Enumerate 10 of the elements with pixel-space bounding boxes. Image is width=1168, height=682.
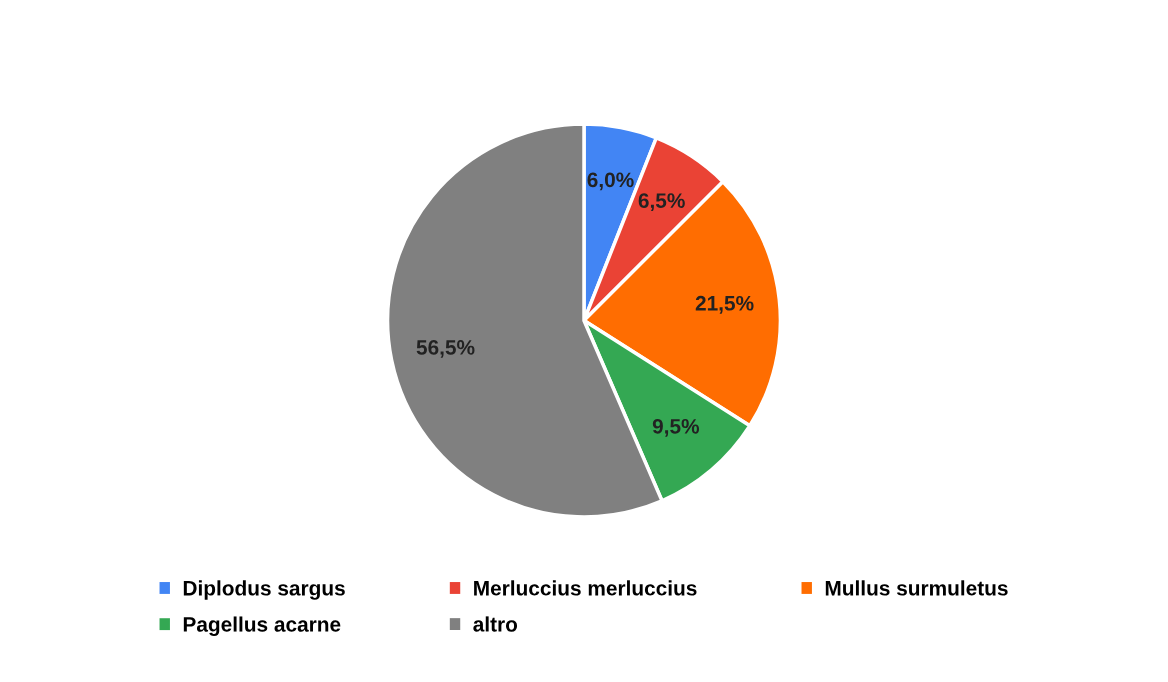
legend-label: Mullus surmuletus	[825, 580, 1008, 596]
data-label: 21,5%	[695, 295, 754, 314]
data-label: 6,5%	[638, 193, 685, 211]
legend-label: Merluccius merluccius	[474, 580, 697, 596]
legend-label: Diplodus sargus	[183, 580, 345, 600]
legend-label: altro	[473, 616, 518, 632]
legend-label: Pagellus acarne	[183, 616, 341, 636]
data-label: 9,5%	[652, 418, 700, 437]
data-label: 56,5%	[416, 340, 475, 358]
data-label: 6,0%	[587, 172, 634, 191]
